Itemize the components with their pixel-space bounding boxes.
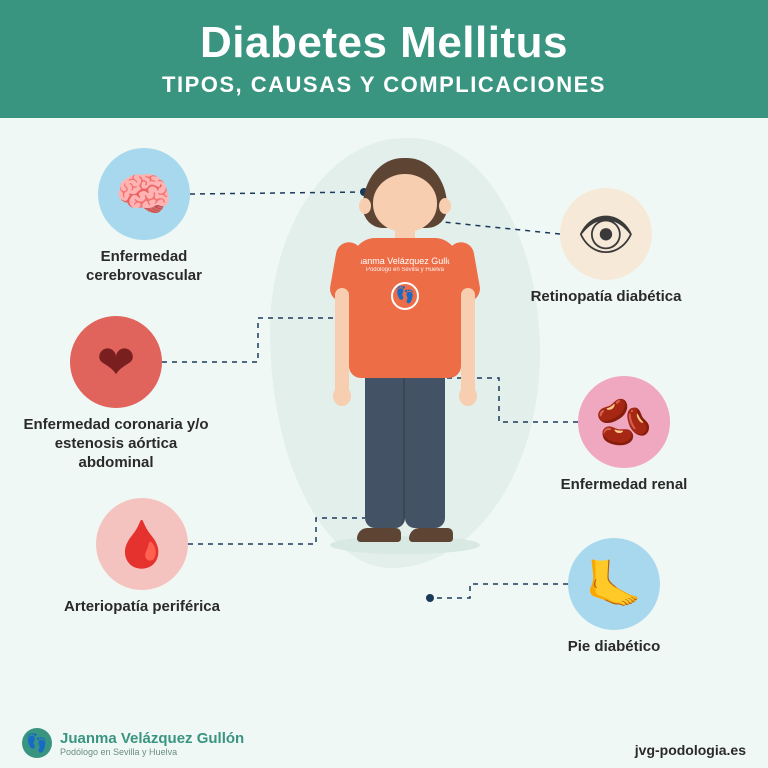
shirt-line1: Juanma Velázquez Gullón (349, 256, 461, 267)
footer-brand-sub: Podólogo en Sevilla y Huelva (60, 747, 244, 757)
person-shoes (357, 528, 453, 542)
anchor-dot-foot (426, 594, 434, 602)
footer-brand: 👣 Juanma Velázquez Gullón Podólogo en Se… (22, 728, 244, 758)
person-torso: Juanma Velázquez Gullón Podólogo en Sevi… (349, 238, 461, 378)
header: Diabetes Mellitus TIPOS, CAUSAS Y COMPLI… (0, 0, 768, 118)
person-shoe-right (409, 528, 453, 542)
footer-brand-text: Juanma Velázquez Gullón Podólogo en Sevi… (60, 730, 244, 757)
node-label-artery: Arteriopatía periférica (42, 598, 242, 617)
footer: 👣 Juanma Velázquez Gullón Podólogo en Se… (0, 728, 768, 758)
footer-url: jvg-podologia.es (635, 742, 746, 758)
eye-icon: 👁 (560, 188, 652, 280)
node-label-foot: Pie diabético (514, 638, 714, 657)
person-leg-left (365, 378, 405, 528)
person-pants (357, 378, 453, 528)
node-foot: 🦶 Pie diabético (513, 538, 715, 657)
person-shoe-left (357, 528, 401, 542)
diagram-canvas: Juanma Velázquez Gullón Podólogo en Sevi… (0, 118, 768, 758)
person-figure: Juanma Velázquez Gullón Podólogo en Sevi… (340, 158, 470, 554)
artery-icon: 🩸 (96, 498, 188, 590)
brain-icon: 🧠 (98, 148, 190, 240)
node-eye: 👁 Retinopatía diabética (505, 188, 707, 307)
page-title: Diabetes Mellitus (0, 18, 768, 68)
node-label-brain: Enfermedad cerebrovascular (44, 248, 244, 286)
node-label-kidney: Enfermedad renal (524, 476, 724, 495)
page-subtitle: TIPOS, CAUSAS Y COMPLICACIONES (0, 72, 768, 98)
person-ear-right (439, 198, 451, 214)
node-kidney: 🫘 Enfermedad renal (523, 376, 725, 495)
shirt-line2: Podólogo en Sevilla y Huelva (349, 267, 461, 274)
foot-icon: 🦶 (568, 538, 660, 630)
footer-brand-name: Juanma Velázquez Gullón (60, 730, 244, 747)
footer-brand-icon: 👣 (22, 728, 52, 758)
person-arm-left (335, 288, 349, 398)
node-label-heart: Enfermedad coronaria y/o estenosis aórti… (16, 416, 216, 472)
person-leg-right (405, 378, 445, 528)
person-hair (363, 158, 447, 228)
heart-icon: ❤ (70, 316, 162, 408)
person-face (373, 174, 437, 232)
person-ear-left (359, 198, 371, 214)
kidney-icon: 🫘 (578, 376, 670, 468)
node-brain: 🧠 Enfermedad cerebrovascular (43, 148, 245, 286)
person-arm-right (461, 288, 475, 398)
node-heart: ❤ Enfermedad coronaria y/o estenosis aórt… (15, 316, 217, 472)
node-label-eye: Retinopatía diabética (506, 288, 706, 307)
shirt-logo-icon: 👣 (391, 282, 419, 310)
shirt-text: Juanma Velázquez Gullón Podólogo en Sevi… (349, 238, 461, 310)
node-artery: 🩸 Arteriopatía periférica (41, 498, 243, 617)
